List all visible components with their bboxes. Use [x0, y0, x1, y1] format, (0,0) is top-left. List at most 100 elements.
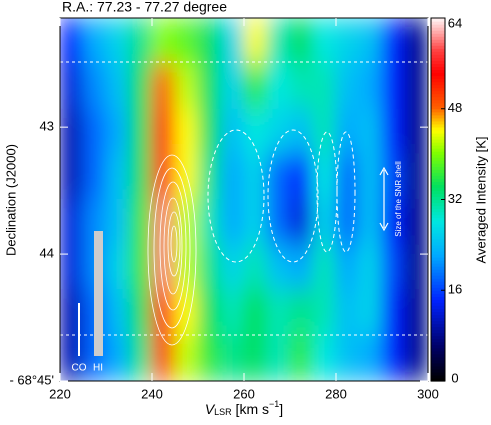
heat-cell: [289, 289, 314, 336]
heat-cell: [60, 153, 84, 200]
colorbar-step: [431, 284, 445, 288]
colorbar-step: [431, 374, 445, 379]
colorbar-step: [431, 39, 445, 43]
colorbar-step: [431, 148, 445, 152]
heat-cell: [105, 63, 130, 110]
colorbar-step: [431, 253, 445, 258]
heat-cell: [358, 289, 383, 336]
colorbar-step: [431, 135, 445, 140]
colorbar-step: [431, 250, 445, 255]
colorbar-step: [431, 132, 445, 137]
colorbar-step: [431, 359, 445, 364]
heat-cell: [151, 334, 176, 381]
colorbar-step: [431, 356, 445, 361]
colorbar-step: [431, 353, 445, 358]
colorbar-step: [431, 96, 445, 101]
heat-cell: [243, 244, 268, 292]
colorbar-step: [431, 272, 445, 276]
heat-cell: [105, 18, 130, 65]
heat-cell: [151, 18, 176, 65]
colorbar-step: [431, 172, 445, 176]
colorbar-step: [431, 247, 445, 252]
heat-cell: [105, 244, 130, 292]
colorbar-step: [431, 275, 445, 279]
heat-cell: [266, 334, 291, 381]
heat-cell: [151, 108, 176, 156]
shell-label: Size of the SNR shell: [394, 161, 403, 237]
colorbar-step: [431, 338, 445, 343]
shell-ellipse: [336, 131, 356, 253]
heat-cell: [266, 244, 291, 292]
colorbar-step: [431, 238, 445, 243]
colorbar-step: [431, 293, 445, 297]
colorbar-step: [431, 311, 445, 316]
heat-cell: [60, 63, 84, 110]
x-tick-label: 300: [417, 386, 439, 401]
shell-ellipse: [316, 131, 338, 253]
x-tick-label: 240: [141, 386, 163, 401]
colorbar-step: [431, 281, 445, 285]
colorbar-step: [431, 190, 445, 195]
colorbar-step: [431, 347, 445, 352]
heat-cell: [128, 334, 153, 381]
colorbar-tick-label: 16: [448, 282, 462, 297]
heat-cell: [105, 199, 130, 246]
heat-cell: [381, 244, 406, 292]
heat-cell: [220, 244, 245, 292]
heat-cell: [289, 244, 314, 292]
heat-cell: [82, 153, 107, 200]
co-label: CO: [72, 363, 87, 374]
heat-cell: [151, 244, 176, 292]
shell-ellipse: [207, 129, 265, 263]
colorbar-step: [431, 30, 445, 34]
heat-cell: [220, 18, 245, 65]
heat-cell: [60, 244, 84, 292]
y-tick-label: 44: [40, 246, 54, 261]
colorbar-step: [431, 350, 445, 355]
colorbar-step: [431, 114, 445, 119]
heat-cell: [404, 199, 428, 246]
heat-cell: [197, 108, 222, 156]
colorbar-step: [431, 151, 445, 155]
colorbar-step: [431, 299, 445, 303]
y-tick-label: 43: [40, 119, 54, 134]
colorbar-step: [431, 154, 445, 158]
heat-cell: [243, 18, 268, 65]
colorbar-step: [431, 202, 445, 207]
heat-cell: [289, 63, 314, 110]
colorbar-step: [431, 305, 445, 309]
heat-cell: [335, 63, 360, 110]
heat-cell: [289, 334, 314, 381]
heat-cell: [358, 18, 383, 65]
heat-cell: [220, 289, 245, 336]
heat-cell: [335, 199, 360, 246]
colorbar-step: [431, 169, 445, 173]
heat-cell: [197, 18, 222, 65]
heat-cell: [381, 199, 406, 246]
heat-cell: [174, 18, 199, 65]
heat-cell: [82, 108, 107, 156]
colorbar-step: [431, 241, 445, 246]
colorbar-step: [431, 193, 445, 198]
colorbar-step: [431, 87, 445, 92]
overlay: CO HI Size of the SNR shell: [60, 61, 428, 374]
hi-beam: [94, 231, 103, 356]
colorbar-step: [431, 323, 445, 328]
colorbar-step: [431, 166, 445, 170]
colorbar-step: [431, 296, 445, 300]
colorbar-step: [431, 78, 445, 83]
heat-cell: [60, 18, 84, 65]
colorbar-step: [431, 181, 445, 185]
colorbar-step: [431, 371, 445, 376]
colorbar-step: [431, 54, 445, 58]
colorbar: [431, 18, 445, 382]
colorbar-step: [431, 42, 445, 46]
colorbar-step: [431, 320, 445, 325]
heat-cell: [105, 334, 130, 381]
colorbar-step: [431, 18, 445, 22]
colorbar-step: [431, 142, 445, 146]
y-axis-label: Declination (J2000): [3, 144, 18, 256]
hi-label: HI: [93, 363, 103, 374]
colorbar-step: [431, 329, 445, 334]
colorbar-step: [431, 208, 445, 213]
